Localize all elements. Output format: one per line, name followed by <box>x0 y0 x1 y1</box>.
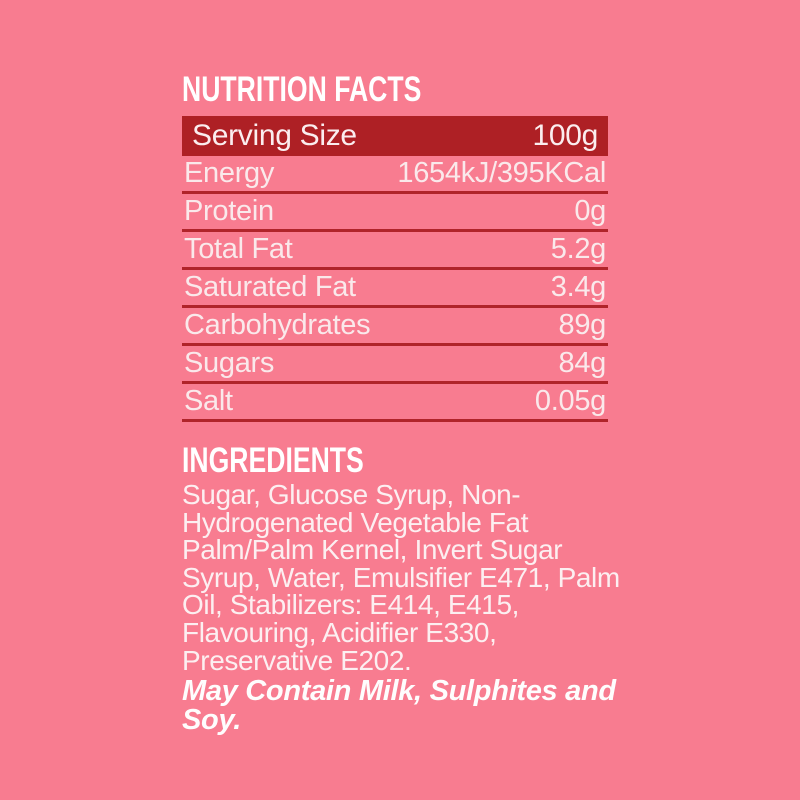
row-value: 1654kJ/395KCal <box>397 157 606 189</box>
ingredients-title: INGREDIENTS <box>182 441 364 480</box>
row-label: Carbohydrates <box>184 309 371 341</box>
table-row-saturated-fat: Saturated Fat 3.4g <box>182 270 608 308</box>
table-row-protein: Protein 0g <box>182 194 608 232</box>
row-value: 89g <box>558 309 607 341</box>
row-value: 100g <box>532 119 598 152</box>
row-value: 3.4g <box>550 271 607 303</box>
row-label: Total Fat <box>184 233 293 265</box>
row-label: Sugars <box>184 347 275 379</box>
table-row-energy: Energy 1654kJ/395KCal <box>182 156 608 194</box>
row-value: 84g <box>558 347 607 379</box>
row-value: 0.05g <box>534 385 606 417</box>
ingredients-text: Sugar, Glucose Syrup, Non-Hydrogenated V… <box>182 479 620 676</box>
row-value: 5.2g <box>550 233 607 265</box>
nutrition-table: Serving Size 100g Energy 1654kJ/395KCal … <box>182 116 608 422</box>
table-row-serving-size: Serving Size 100g <box>182 116 608 156</box>
row-label: Saturated Fat <box>184 271 356 303</box>
nutrition-label: NUTRITION FACTS Serving Size 100g Energy… <box>182 70 620 735</box>
row-value: 0g <box>574 195 606 227</box>
ingredients-section: INGREDIENTS Sugar, Glucose Syrup, Non-Hy… <box>182 441 620 735</box>
row-label: Salt <box>184 385 233 417</box>
table-row-carbohydrates: Carbohydrates 89g <box>182 308 608 346</box>
table-row-total-fat: Total Fat 5.2g <box>182 232 608 270</box>
allergen-warning-text: May Contain Milk, Sulphites and Soy. <box>182 675 616 737</box>
table-row-salt: Salt 0.05g <box>182 384 608 422</box>
row-label: Energy <box>184 157 275 189</box>
row-label: Serving Size <box>192 119 357 152</box>
table-row-sugars: Sugars 84g <box>182 346 608 384</box>
row-label: Protein <box>184 195 274 227</box>
nutrition-facts-title: NUTRITION FACTS <box>182 70 422 109</box>
